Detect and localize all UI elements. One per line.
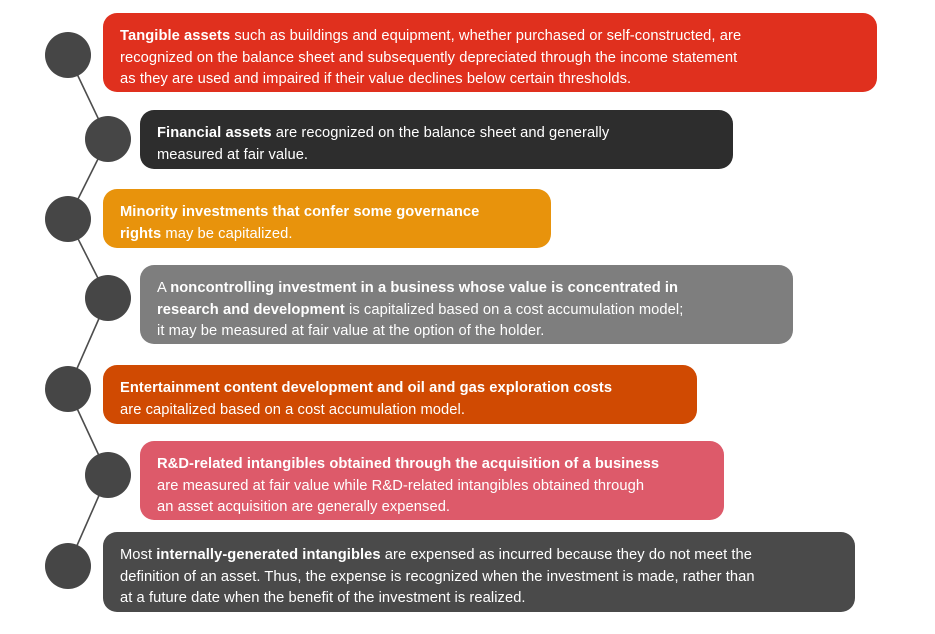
callout-line: are capitalized based on a cost accumula… xyxy=(120,401,466,418)
callout-line: an asset acquisition are generally expen… xyxy=(157,499,451,515)
callout-line: research and development is capitalized … xyxy=(157,301,684,318)
callout-rd-related-intangibles: R&D-related intangibles obtained through… xyxy=(140,441,724,520)
callout-line: Tangible assets such as buildings and eq… xyxy=(120,28,742,44)
node-dot-noncontrolling-investment xyxy=(85,275,131,321)
callout-minority-investments: Minority investments that confer some go… xyxy=(103,189,551,248)
node-dot-minority-investments xyxy=(45,196,91,242)
callout-line: Most internally-generated intangibles ar… xyxy=(120,547,753,563)
node-dot-tangible-assets xyxy=(45,32,91,78)
node-dot-rd-related-intangibles xyxy=(85,452,131,498)
node-dot-internally-generated-intangibles xyxy=(45,543,91,589)
callout-line: measured at fair value. xyxy=(157,146,309,163)
node-dot-financial-assets xyxy=(85,116,131,162)
callout-noncontrolling-investment: A noncontrolling investment in a busines… xyxy=(140,265,793,344)
callout-entertainment-oil-gas: Entertainment content development and oi… xyxy=(103,365,697,424)
callout-line: recognized on the balance sheet and subs… xyxy=(120,49,738,66)
callout-line: it may be measured at fair value at the … xyxy=(157,323,545,339)
callout-line: Entertainment content development and oi… xyxy=(120,380,613,396)
callout-financial-assets: Financial assets are recognized on the b… xyxy=(140,110,733,169)
callout-line: rights may be capitalized. xyxy=(120,225,293,242)
callout-line: at a future date when the benefit of the… xyxy=(120,590,526,606)
callout-line: R&D-related intangibles obtained through… xyxy=(157,456,660,472)
callout-line: are measured at fair value while R&D-rel… xyxy=(157,477,645,494)
callout-line: Minority investments that confer some go… xyxy=(120,204,480,220)
callout-tangible-assets: Tangible assets such as buildings and eq… xyxy=(103,13,877,92)
node-dot-entertainment-oil-gas xyxy=(45,366,91,412)
callout-line: as they are used and impaired if their v… xyxy=(120,71,632,87)
callout-line: Financial assets are recognized on the b… xyxy=(157,125,610,141)
callout-line: definition of an asset. Thus, the expens… xyxy=(120,568,755,585)
callout-internally-generated-intangibles: Most internally-generated intangibles ar… xyxy=(103,532,855,612)
callout-line: A noncontrolling investment in a busines… xyxy=(157,280,679,296)
